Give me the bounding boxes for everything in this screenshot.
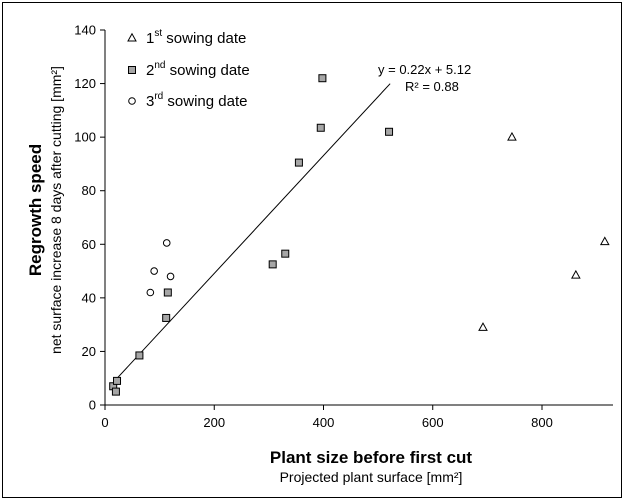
trendline-r2: R² = 0.88 [405,79,459,94]
y-axis-title: Regrowth speed [26,144,45,276]
circle-point [162,239,171,247]
x-tick-label: 200 [203,415,225,430]
legend-triangle-marker [127,32,137,42]
legend-square-marker [128,66,136,74]
square-point [316,123,325,132]
x-tick-label: 400 [313,415,335,430]
trendline-group [114,83,391,382]
circle-point [146,288,155,297]
x-tick-label: 0 [101,415,108,430]
y-tick-label: 40 [82,290,96,305]
x-tick-label: 600 [422,415,444,430]
square-point [113,376,122,385]
triangle-point [599,236,610,246]
x-tick-label: 800 [531,415,553,430]
y-tick-label: 20 [82,344,96,359]
square-point [294,158,303,167]
x-axis-title: Plant size before first cut [270,448,472,467]
square-point [162,313,171,322]
axis-ticks: 0 20 40 60 80 100 120 140 0 200 400 600 800 [74,23,553,431]
legend-label: 2nd sowing date [146,60,250,79]
square-point [111,387,120,396]
plot-axes [104,30,613,406]
triangle-point [507,131,517,141]
legend: 1st sowing date 2nd sowing date 3rd sowing… [127,28,250,110]
y-tick-label: 100 [74,130,96,145]
square-point [163,288,172,297]
square-point [268,260,277,269]
square-point [318,74,327,83]
x-axis-subtitle: Projected plant surface [mm²] [280,469,463,485]
data-points [109,74,610,396]
circle-point [150,267,158,275]
y-axis-subtitle: net surface increase 8 days after cuttin… [48,66,64,354]
y-tick-label: 120 [74,76,96,91]
square-point [385,127,394,136]
y-tick-label: 140 [74,23,96,38]
y-tick-label: 60 [82,237,96,252]
trendline-equation: y = 0.22x + 5.12 [378,62,471,77]
legend-circle-marker [128,97,136,105]
trendline [114,83,391,382]
triangle-point [478,322,488,331]
legend-label: 1st sowing date [146,28,246,47]
circle-point [166,272,175,281]
square-point [135,351,144,360]
y-tick-label: 80 [82,183,96,198]
square-point [281,249,290,258]
chart-frame [2,2,622,498]
y-tick-label: 0 [89,398,96,413]
triangle-point [571,269,581,279]
legend-label: 3rd sowing date [146,91,247,110]
